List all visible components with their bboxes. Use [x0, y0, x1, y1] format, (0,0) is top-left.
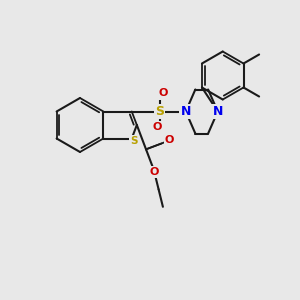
Text: O: O: [152, 122, 161, 133]
Text: N: N: [181, 105, 191, 118]
Text: O: O: [158, 88, 167, 98]
Text: O: O: [149, 167, 158, 177]
Text: S: S: [155, 105, 164, 118]
Text: N: N: [212, 105, 223, 118]
Text: N: N: [181, 105, 191, 118]
Text: O: O: [165, 134, 174, 145]
Text: S: S: [130, 136, 137, 146]
